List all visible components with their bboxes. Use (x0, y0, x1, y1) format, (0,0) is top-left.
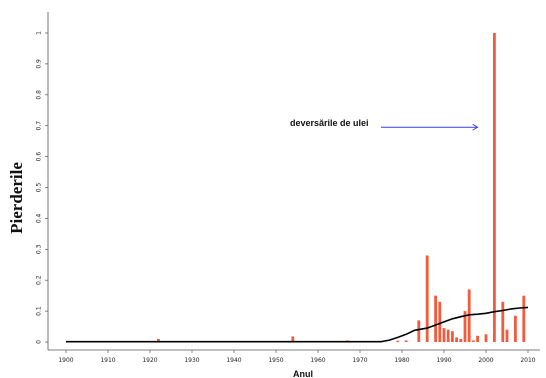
y-tick-label: 0.9 (36, 59, 43, 69)
bar (434, 295, 437, 342)
y-tick-label: 0.4 (36, 213, 43, 223)
x-tick-label: 2000 (478, 357, 493, 364)
y-axis: 0 0.1 0.2 0.3 0.4 0.5 0.6 0.7 0.8 0.9 1 (36, 12, 49, 350)
bar (467, 289, 471, 342)
y-tick-label: 1 (36, 31, 43, 35)
bar (404, 340, 408, 342)
x-tick-label: 1950 (268, 357, 283, 364)
x-tick-label: 1930 (184, 357, 199, 364)
lines (66, 306, 529, 343)
bar (417, 320, 421, 342)
x-tick-label: 2010 (520, 357, 535, 364)
trend-line (66, 306, 529, 343)
bar (472, 340, 475, 342)
bar (493, 33, 496, 342)
bar (157, 338, 160, 342)
bar (455, 337, 458, 342)
x-tick-label: 1900 (58, 357, 73, 364)
x-tick-label: 1970 (352, 357, 367, 364)
annotation: deversările de ulei (290, 118, 479, 131)
x-axis: 1900 1910 1920 1930 1940 1950 1960 1970 1980 1990… (48, 349, 540, 364)
bar (446, 329, 450, 342)
x-tick-label: 1940 (226, 357, 241, 364)
y-tick-label: 0 (36, 340, 43, 344)
bar (438, 301, 442, 342)
bar (291, 336, 295, 342)
bar (514, 315, 517, 342)
bar (463, 311, 467, 342)
bar (484, 334, 488, 342)
bar (442, 328, 446, 342)
y-tick-label: 0.5 (36, 183, 43, 193)
annotation-arrowhead (472, 123, 479, 131)
bar (505, 329, 509, 342)
x-tick-label: 1980 (394, 357, 409, 364)
y-tick-label: 0.3 (36, 244, 43, 254)
bar (451, 331, 454, 342)
x-tick-label: 1990 (436, 357, 451, 364)
bar (522, 295, 526, 342)
bar (501, 301, 505, 342)
annotation-label: deversările de ulei (290, 118, 369, 128)
bars (157, 33, 526, 342)
x-tick-label: 1920 (142, 357, 157, 364)
y-tick-label: 0.2 (36, 275, 43, 285)
bar (425, 255, 429, 342)
bar (396, 340, 400, 342)
y-tick-label: 0.7 (36, 121, 43, 131)
y-tick-label: 0.6 (36, 152, 43, 162)
x-axis-title: Anul (293, 369, 313, 378)
x-tick-label: 1910 (100, 357, 115, 364)
bar (476, 335, 479, 342)
y-axis-title: Pierderile (7, 162, 26, 234)
x-tick-label: 1960 (310, 357, 325, 364)
y-tick-label: 0.1 (36, 306, 43, 316)
y-tick-label: 0.8 (36, 90, 43, 100)
bar (459, 338, 463, 342)
